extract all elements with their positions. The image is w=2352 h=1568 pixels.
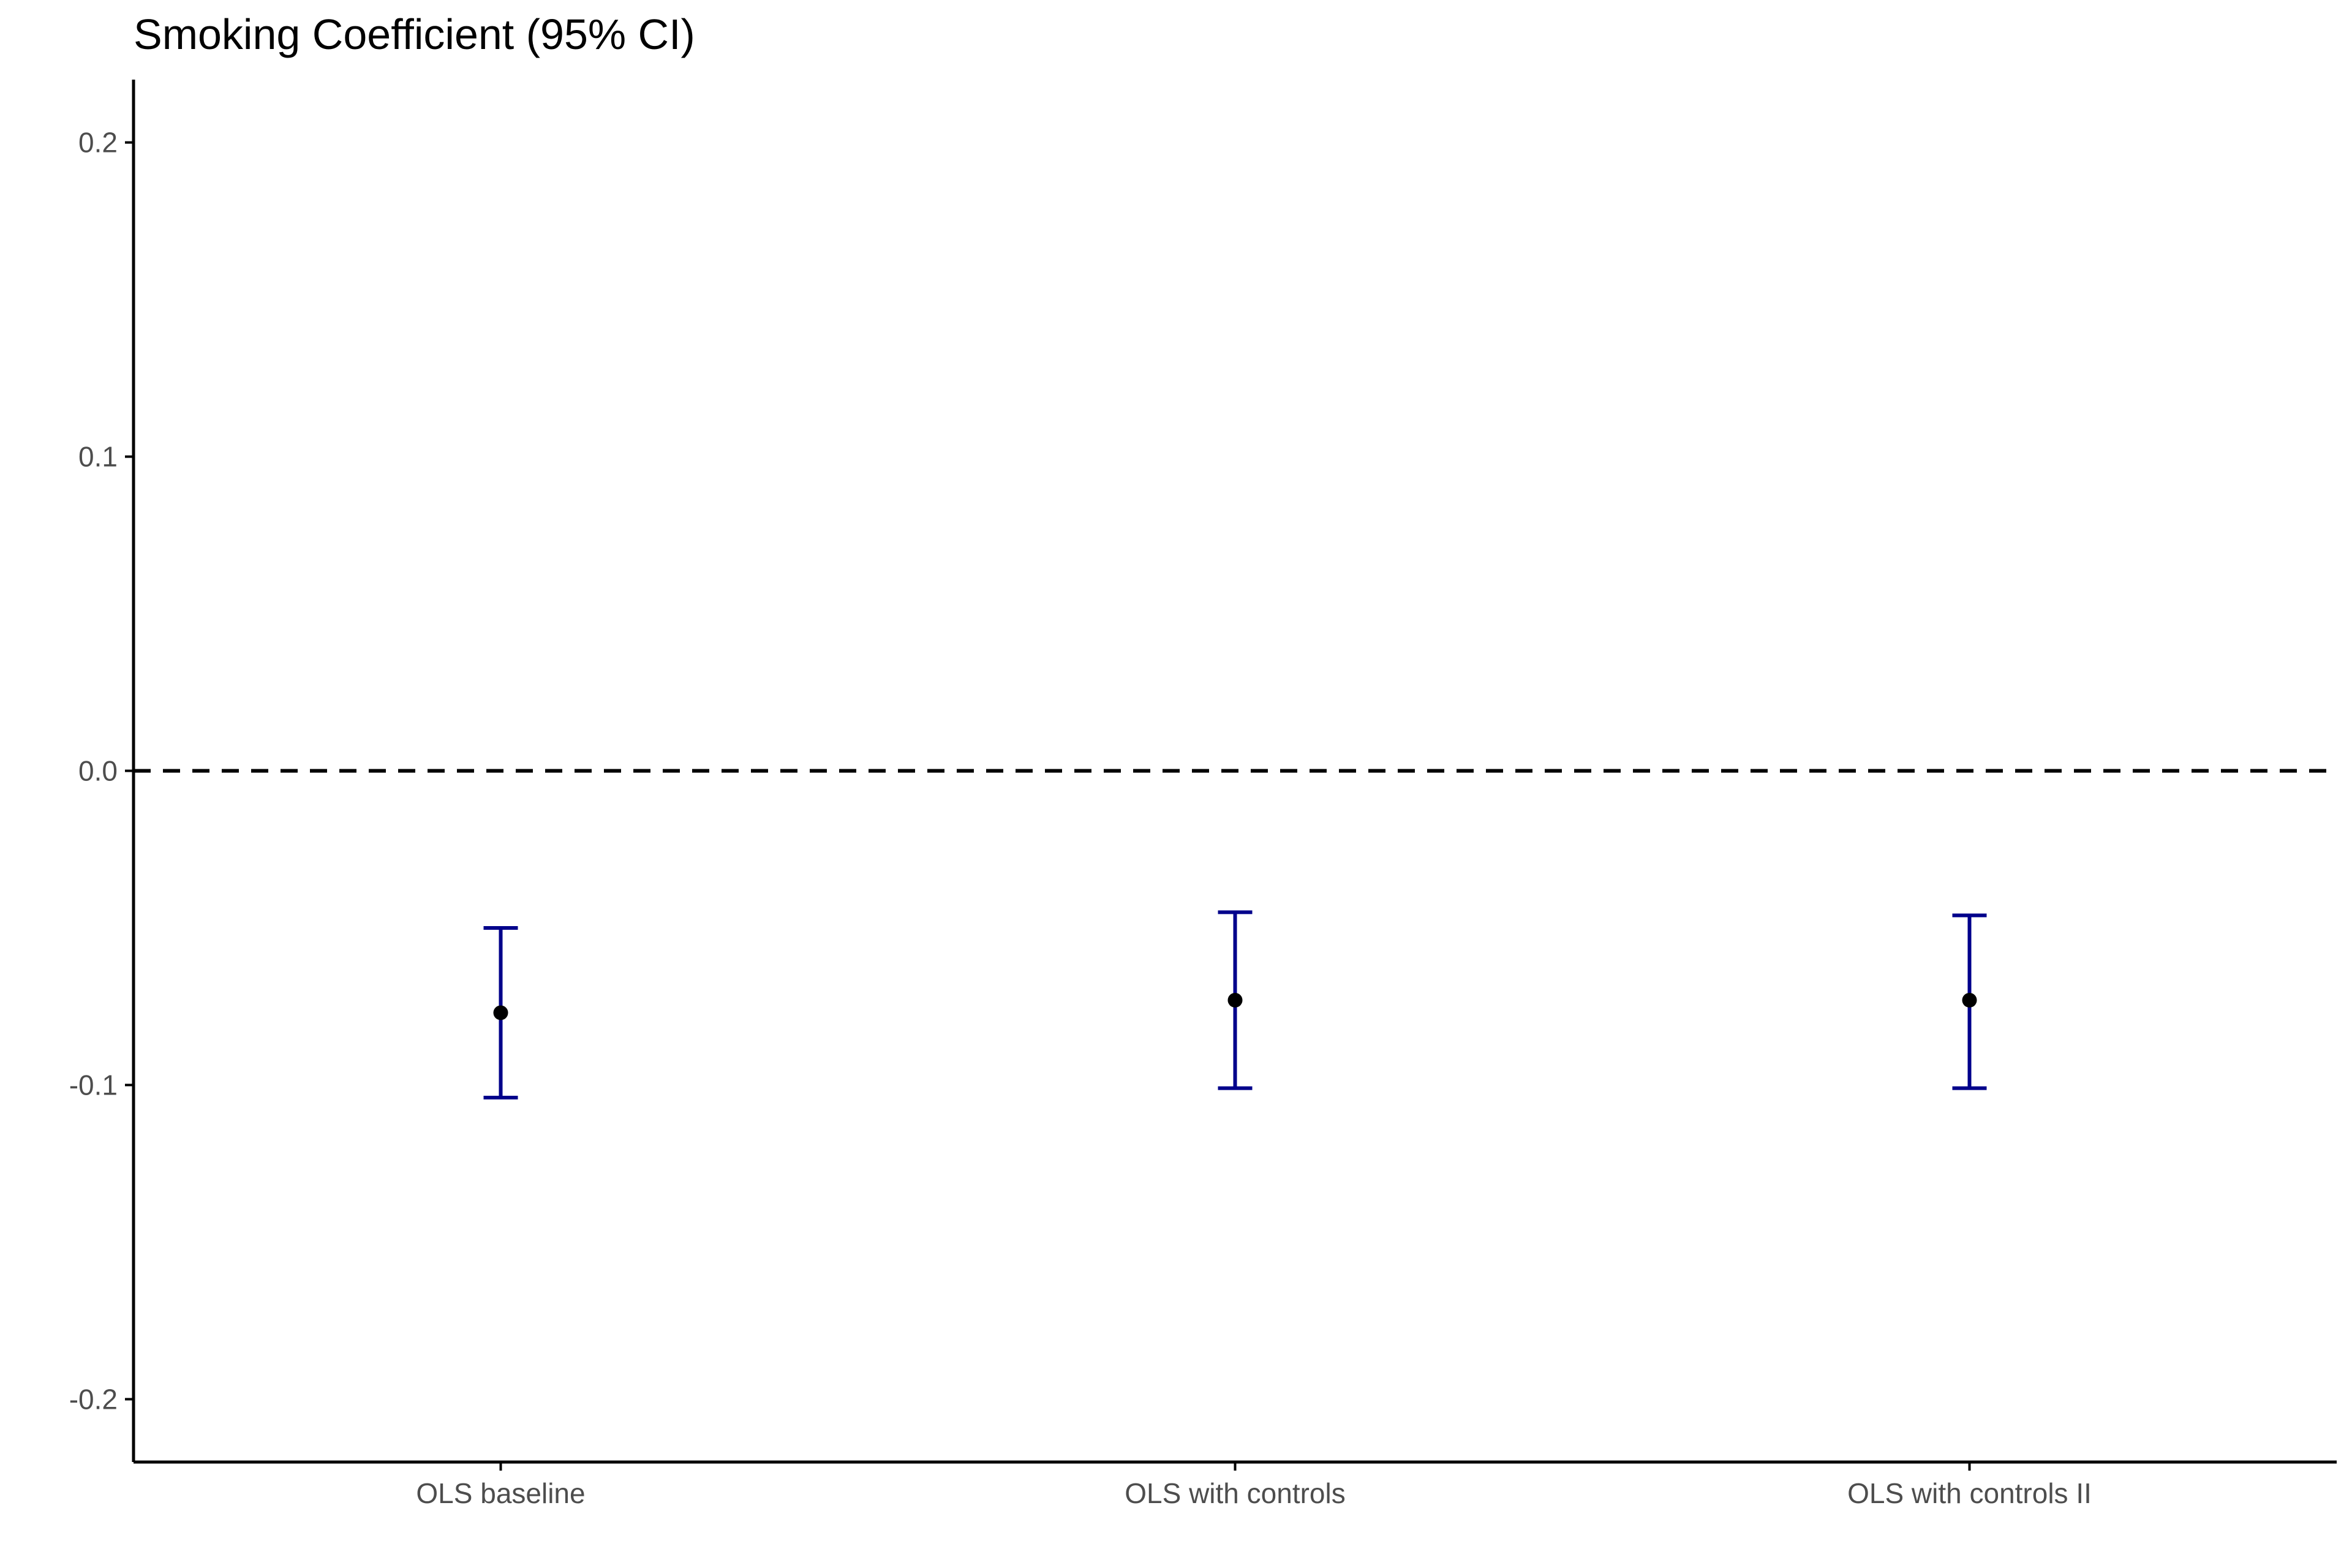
y-tick-label: 0.1 <box>78 441 118 473</box>
estimate-point <box>1227 992 1243 1008</box>
estimate-point <box>493 1005 508 1020</box>
x-tick-label: OLS with controls II <box>1847 1477 2092 1509</box>
y-tick-label: 0.0 <box>78 755 118 787</box>
plot-area: 0.2 0.1 0.0 -0.1 -0.2 OLS baseline OLS with co… <box>69 80 2337 1509</box>
y-tick-label: -0.1 <box>69 1069 118 1101</box>
chart-title: Smoking Coefficient (95% CI) <box>134 10 695 58</box>
y-tick-label: -0.2 <box>69 1383 118 1415</box>
x-tick-label: OLS with controls <box>1125 1477 1345 1509</box>
y-tick-label: 0.2 <box>78 127 118 159</box>
x-tick-label: OLS baseline <box>416 1477 585 1509</box>
estimate-point <box>1962 992 1977 1008</box>
